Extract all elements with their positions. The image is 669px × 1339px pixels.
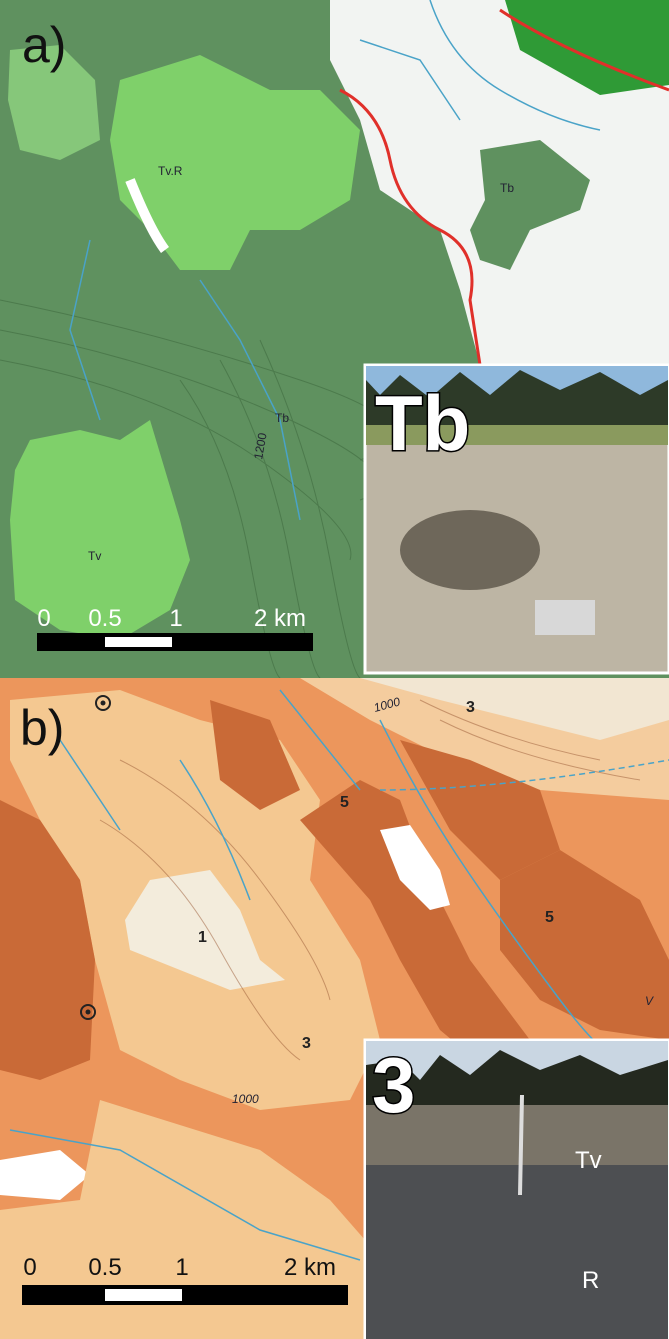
scale-label: 0 bbox=[23, 1254, 36, 1281]
panel-label: b) bbox=[20, 700, 64, 756]
map-label: Tb bbox=[275, 411, 289, 425]
scale-label: 0.5 bbox=[88, 605, 121, 632]
scale-label: 2 km bbox=[284, 1254, 336, 1281]
map-b: b) 1000 3 5 5 1 3 1000 V 0 0.5 1 2 km 3 … bbox=[0, 678, 669, 1339]
map-label: 3 bbox=[466, 699, 475, 716]
inset-label: Tb bbox=[375, 379, 470, 467]
map-label: Tv.R bbox=[158, 164, 183, 178]
scale-label: 1 bbox=[175, 1254, 188, 1281]
inset-label: 3 bbox=[372, 1041, 415, 1129]
scale-label: 1 bbox=[169, 605, 182, 632]
map-label: 3 bbox=[302, 1035, 311, 1052]
map-label: 5 bbox=[340, 794, 349, 811]
map-label: 1 bbox=[198, 929, 207, 946]
inset-photo: Tb bbox=[365, 365, 669, 673]
contour-label: 1000 bbox=[232, 1092, 259, 1106]
figure: a) Tv.R Tb Tb Tv 1200 0 0.5 1 2 km Tb bbox=[0, 0, 669, 1339]
scale-label: 2 km bbox=[254, 605, 306, 632]
inset-photo: 3 Tv R bbox=[365, 1040, 669, 1339]
map-label: Tb bbox=[500, 181, 514, 195]
scale-label: 0 bbox=[37, 605, 50, 632]
scale-label: 0.5 bbox=[88, 1254, 121, 1281]
map-label: 5 bbox=[545, 909, 554, 926]
map-label: V bbox=[645, 994, 654, 1008]
inset-text: R bbox=[582, 1267, 599, 1294]
map-a: a) Tv.R Tb Tb Tv 1200 0 0.5 1 2 km Tb bbox=[0, 0, 669, 678]
panel-label: a) bbox=[22, 17, 66, 73]
inset-text: Tv bbox=[575, 1147, 602, 1174]
map-label: Tv bbox=[88, 549, 101, 563]
